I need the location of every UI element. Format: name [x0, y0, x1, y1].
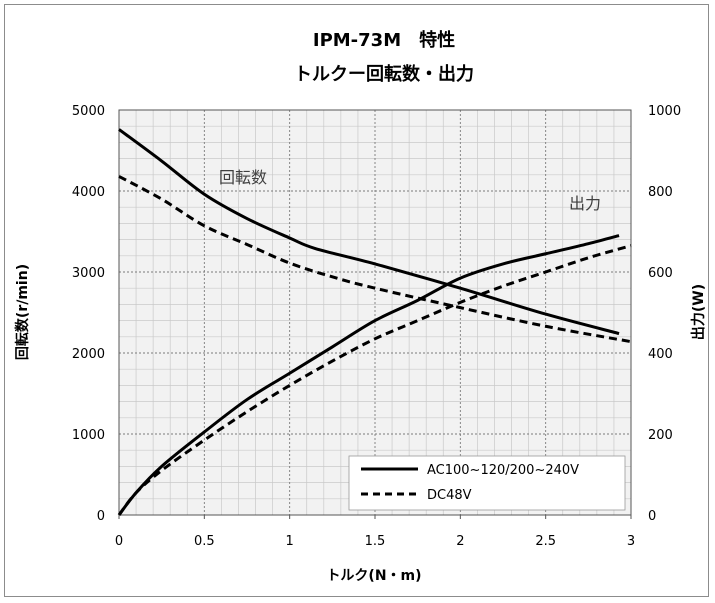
y-right-tick-label: 1000	[648, 104, 681, 119]
x-tick-label: 0	[115, 534, 123, 549]
x-tick-label: 1	[286, 534, 294, 549]
series-layer	[117, 128, 632, 516]
legend-label-dc: DC48V	[427, 488, 472, 503]
series-line-speed-ac	[118, 128, 620, 336]
legend-label-ac: AC100~120/200~240V	[427, 463, 579, 478]
series-line-speed-dc	[118, 175, 632, 344]
y-left-tick-label: 4000	[72, 185, 105, 200]
y-right-tick-label: 200	[648, 428, 673, 443]
grid	[118, 109, 632, 516]
series-line-output-ac	[117, 234, 620, 516]
x-tick-label: 1.5	[365, 534, 386, 549]
tick-labels: 0 0.5 1 1.5 2 2.5 3010002000300040005000020040…	[72, 104, 681, 549]
series-line-output-dc	[117, 244, 632, 516]
x-tick-label: 0.5	[194, 534, 215, 549]
annotation-output: 出力	[569, 194, 601, 213]
legend: AC100~120/200~240V DC48V	[348, 455, 626, 511]
annotation-speed: 回転数	[219, 168, 267, 187]
x-tick-label: 2	[456, 534, 464, 549]
y-right-tick-label: 400	[648, 347, 673, 362]
y-left-tick-label: 0	[97, 509, 105, 524]
y-left-tick-label: 3000	[72, 266, 105, 281]
y-left-axis-title: 回転数(r/min)	[14, 264, 31, 360]
y-left-tick-label: 5000	[72, 104, 105, 119]
y-right-tick-label: 800	[648, 185, 673, 200]
y-left-tick-label: 1000	[72, 428, 105, 443]
legend-box	[348, 455, 626, 511]
x-tick-label: 3	[627, 534, 635, 549]
chart-title: IPM-73M 特性	[313, 29, 455, 51]
y-right-tick-label: 600	[648, 266, 673, 281]
x-tick-label: 2.5	[535, 534, 556, 549]
y-right-axis-title: 出力(W)	[690, 284, 707, 340]
x-axis-title: トルク(N・m)	[326, 568, 421, 584]
y-left-tick-label: 2000	[72, 347, 105, 362]
chart-subtitle: トルクー回転数・出力	[294, 63, 474, 85]
y-right-tick-label: 0	[648, 509, 656, 524]
